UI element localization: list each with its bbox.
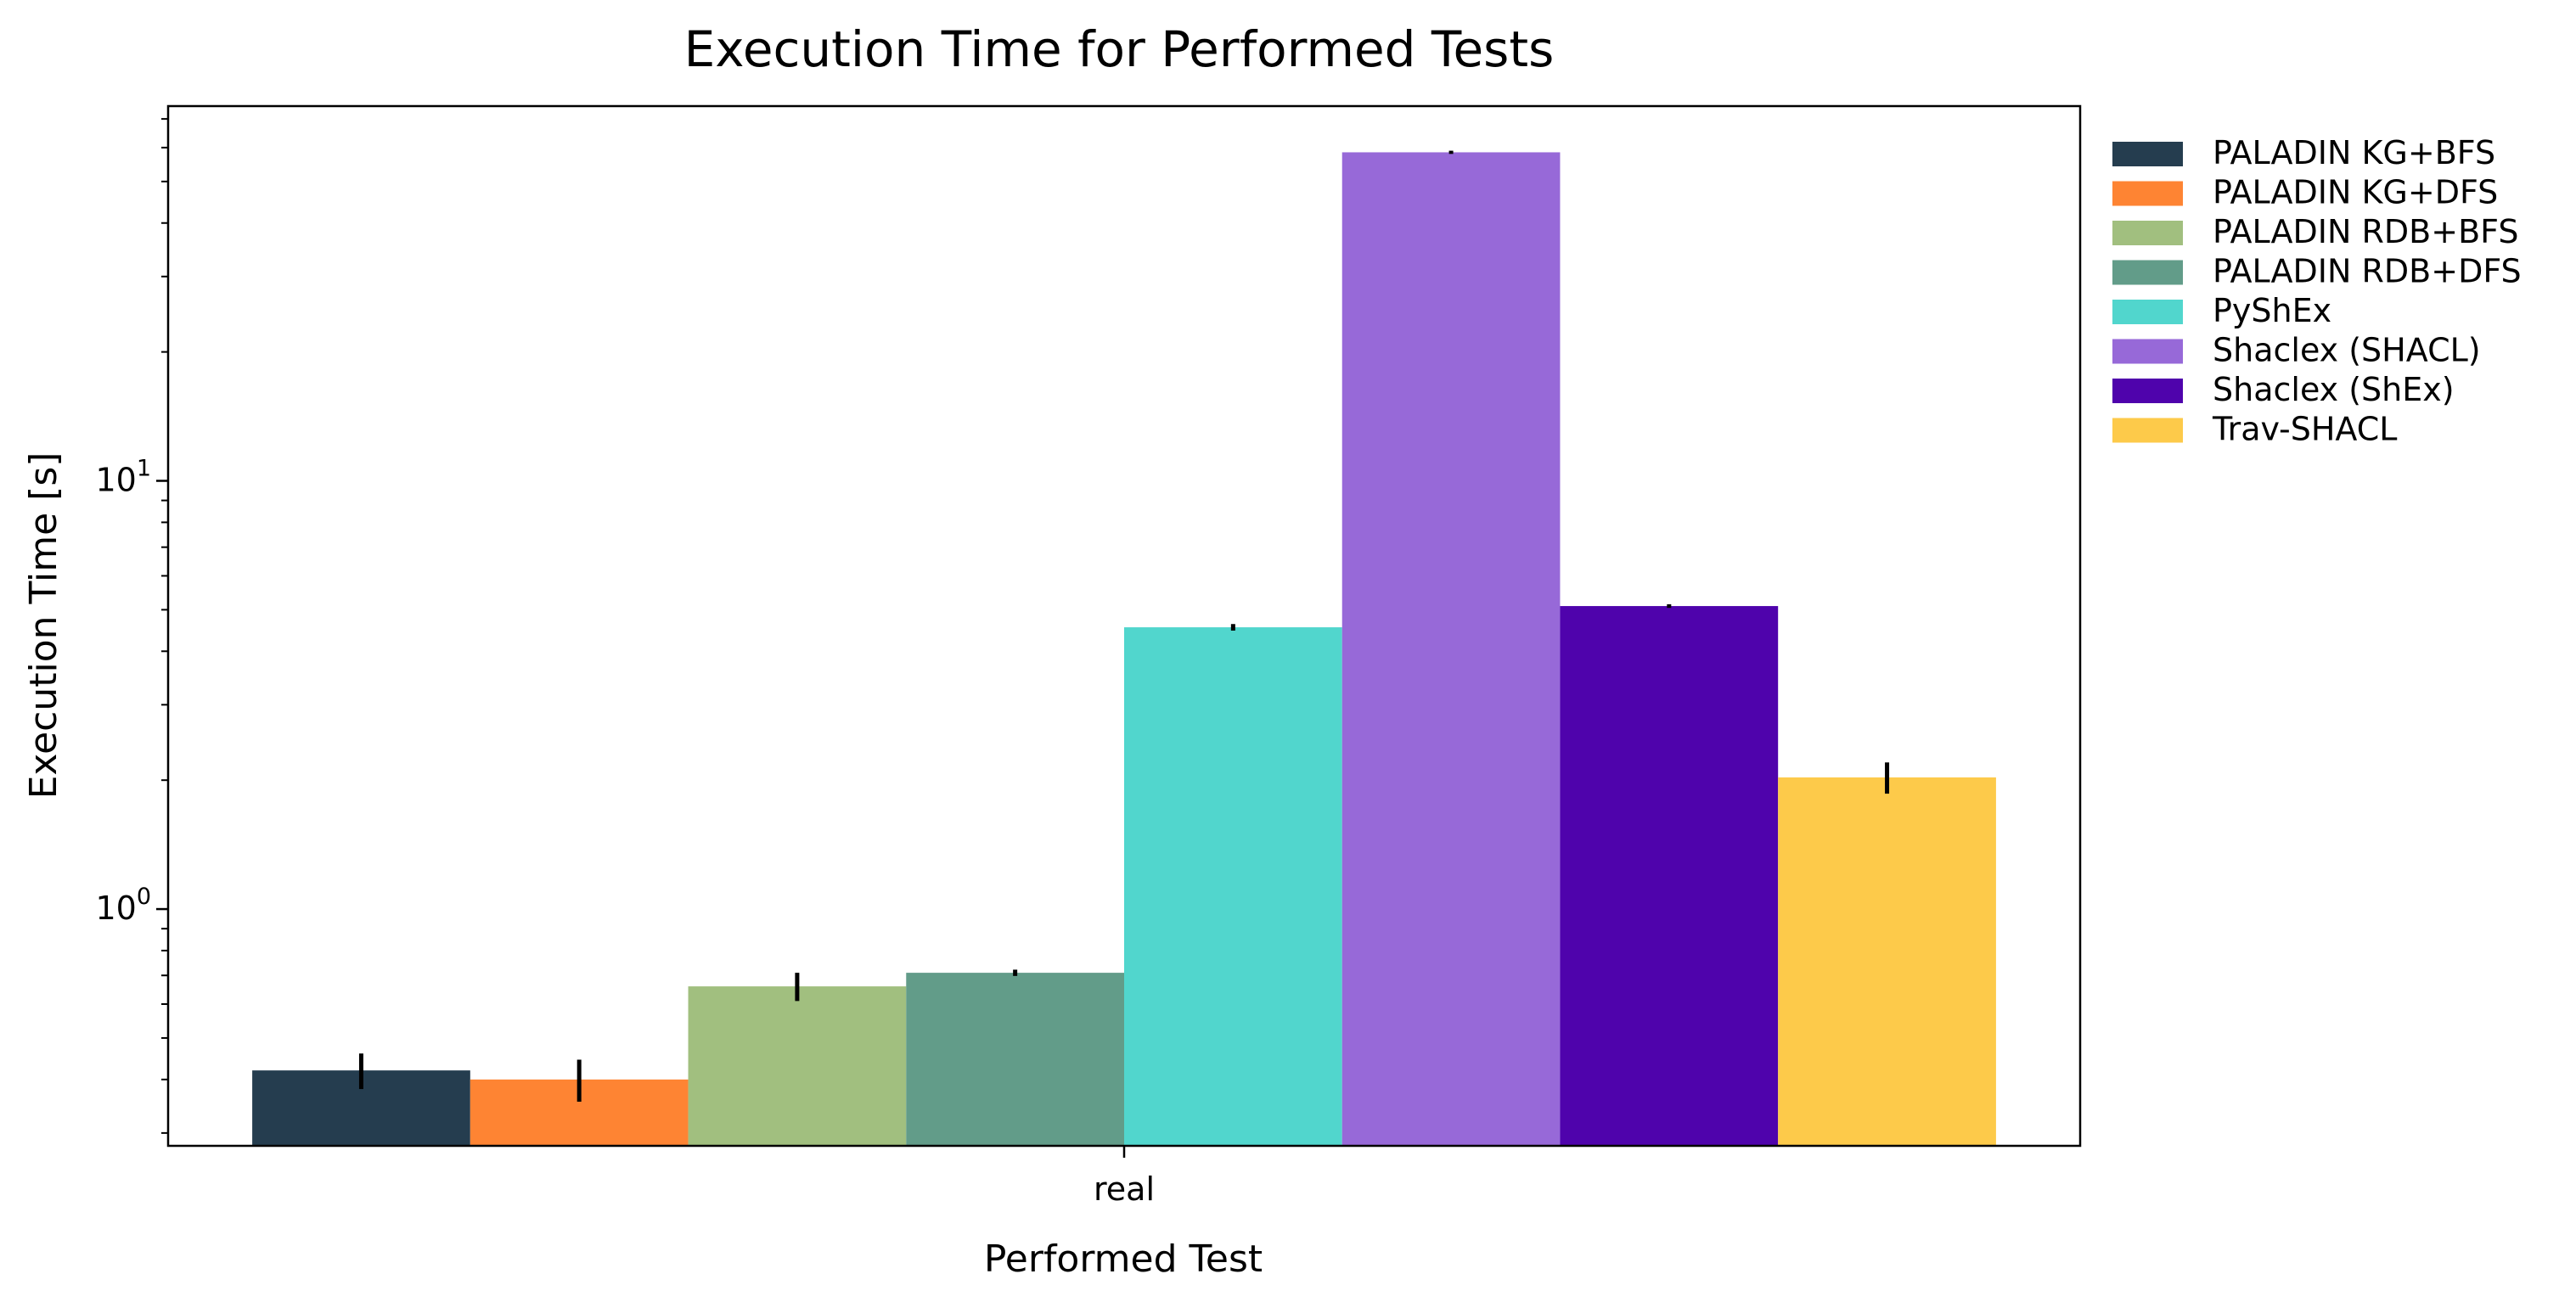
legend-label: PALADIN KG+DFS bbox=[2213, 174, 2498, 211]
bar bbox=[688, 986, 907, 1146]
legend-swatch bbox=[2112, 418, 2183, 443]
bars-group bbox=[252, 152, 1996, 1146]
x-axis-label: Performed Test bbox=[984, 1237, 1263, 1281]
bar bbox=[1124, 627, 1342, 1146]
legend-swatch bbox=[2112, 300, 2183, 324]
chart-title: Execution Time for Performed Tests bbox=[684, 20, 1555, 78]
legend-swatch bbox=[2112, 142, 2183, 166]
y-axis-label: Execution Time [s] bbox=[22, 452, 65, 800]
legend-label: PALADIN KG+BFS bbox=[2213, 134, 2495, 171]
y-axis: 100 101 bbox=[95, 118, 168, 1134]
legend-label: PALADIN RDB+DFS bbox=[2213, 253, 2522, 290]
legend-swatch bbox=[2112, 221, 2183, 245]
legend-swatch bbox=[2112, 379, 2183, 403]
legend-swatch bbox=[2112, 260, 2183, 285]
bar bbox=[1560, 606, 1779, 1146]
x-axis: real bbox=[1094, 1146, 1155, 1208]
bar bbox=[1341, 152, 1561, 1146]
legend-swatch bbox=[2112, 339, 2183, 364]
bar bbox=[906, 973, 1124, 1146]
y-tick-label: 100 bbox=[95, 884, 151, 927]
legend-label: PALADIN RDB+BFS bbox=[2213, 213, 2518, 250]
legend-label: Shaclex (SHACL) bbox=[2213, 332, 2481, 369]
legend-label: PyShEx bbox=[2213, 292, 2331, 329]
legend-swatch bbox=[2112, 181, 2183, 206]
bar bbox=[1778, 777, 1996, 1146]
y-tick-label: 101 bbox=[95, 456, 151, 499]
x-tick-label: real bbox=[1094, 1170, 1155, 1208]
error-bars-group bbox=[358, 150, 1890, 1102]
legend-label: Trav-SHACL bbox=[2212, 411, 2397, 448]
legend-label: Shaclex (ShEx) bbox=[2213, 371, 2455, 408]
